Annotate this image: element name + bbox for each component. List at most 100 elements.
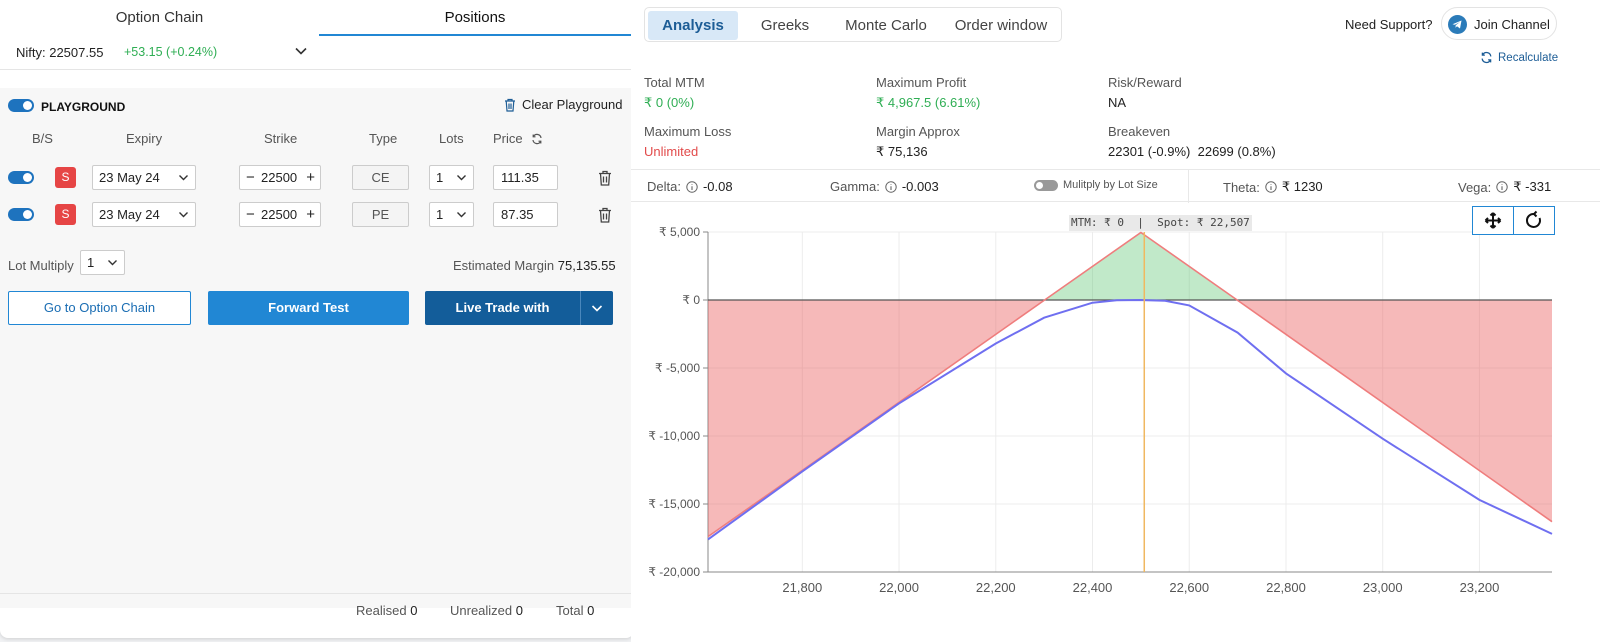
lot-multiply-value: 1 (87, 255, 95, 270)
max-loss-label: Maximum Loss (644, 124, 732, 139)
lots-select[interactable]: 1 (429, 202, 474, 227)
x-tick-label: 22,600 (1169, 580, 1209, 595)
price-value: 111.35 (501, 170, 539, 185)
y-tick-label: ₹ -20,000 (648, 565, 700, 579)
option-type: PE (352, 202, 409, 227)
gamma-stat: Gamma: -0.003 (830, 179, 939, 194)
realised-label: Realised (356, 603, 407, 618)
analysis-panel: Analysis Greeks Monte Carlo Order window… (631, 0, 1600, 642)
tab-option-chain[interactable]: Option Chain (115, 9, 204, 26)
recalculate-label: Recalculate (1498, 51, 1559, 64)
telegram-icon (1448, 15, 1467, 34)
delete-row-icon[interactable] (598, 170, 612, 186)
expiry-value: 23 May 24 (99, 170, 160, 185)
lots-select[interactable]: 1 (429, 165, 474, 190)
loss-area (1237, 300, 1552, 522)
estimated-margin: Estimated Margin 75,135.55 (453, 258, 616, 273)
recalculate-button[interactable]: Recalculate (1480, 51, 1558, 64)
expiry-payoff-line (707, 231, 1553, 538)
chevron-down-icon (179, 175, 188, 181)
strike-decrement[interactable]: − (246, 169, 255, 186)
expiry-select[interactable]: 23 May 24 (92, 202, 196, 227)
support-label: Need Support? (1345, 17, 1433, 32)
refresh-price-icon[interactable] (531, 133, 543, 145)
lots-value: 1 (436, 170, 444, 185)
expiry-select[interactable]: 23 May 24 (92, 165, 196, 190)
reset-zoom-button[interactable] (1513, 206, 1555, 235)
price-input[interactable]: 87.35 (493, 202, 558, 227)
strike-stepper[interactable]: − 22500 + (239, 202, 321, 227)
info-icon[interactable] (1496, 181, 1508, 193)
chevron-down-icon (457, 175, 466, 181)
chevron-down-icon (591, 305, 603, 312)
sell-badge[interactable]: S (55, 167, 76, 188)
nifty-selector[interactable]: Nifty: 22507.55 +53.15 (+0.24%) (0, 36, 634, 70)
multiply-lot-toggle[interactable]: Mulitply by Lot Size (1034, 179, 1158, 191)
chevron-down-icon (457, 212, 466, 218)
tab-greeks[interactable]: Greeks (760, 17, 810, 34)
payoff-chart: 21,800 22,000 22,200 22,400 22,600 22,800 23,0… (631, 202, 1600, 642)
lot-multiply-select[interactable]: 1 (80, 250, 125, 275)
playground-toggle[interactable] (8, 99, 34, 112)
delta-value: -0.08 (702, 179, 733, 194)
greeks-bar: Delta: -0.08 Gamma: -0.003 Mulitply by L… (631, 169, 1600, 203)
trash-icon (505, 98, 515, 112)
info-icon[interactable] (885, 180, 897, 193)
left-tabs: Option Chain Positions (0, 0, 634, 36)
total-label: Total (556, 603, 584, 618)
strike-decrement[interactable]: − (246, 206, 255, 223)
x-tick-label: 21,800 (782, 580, 822, 595)
refresh-icon (1481, 51, 1492, 64)
header-type: Type (369, 131, 398, 146)
strike-value: 22500 (261, 170, 298, 185)
realised-stat: Realised 0 (356, 603, 417, 618)
live-trade-dropdown[interactable] (580, 291, 613, 325)
margin-value: ₹ 75,136 (876, 144, 928, 159)
y-tick-label: ₹ -5,000 (655, 361, 700, 375)
live-trade-button[interactable]: Live Trade with (425, 291, 580, 325)
y-tick-label: ₹ -10,000 (648, 429, 700, 443)
nifty-price: Nifty: 22507.55 (16, 45, 104, 60)
unrealized-stat: Unrealized 0 (450, 603, 523, 618)
clear-playground-button[interactable]: Clear Playground (504, 97, 622, 112)
tab-positions[interactable]: Positions (319, 0, 631, 36)
payoff-chart-svg: 21,800 22,000 22,200 22,400 22,600 22,800 23,0… (648, 225, 1553, 595)
chevron-down-icon (108, 260, 117, 266)
multiply-toggle-switch[interactable] (1034, 179, 1058, 191)
price-input[interactable]: 111.35 (493, 165, 558, 190)
header-bs: B/S (32, 131, 53, 146)
delete-row-icon[interactable] (598, 207, 612, 223)
go-to-option-chain-button[interactable]: Go to Option Chain (8, 291, 191, 325)
chevron-down-icon[interactable] (294, 44, 308, 58)
strike-increment[interactable]: + (306, 206, 315, 223)
info-icon[interactable] (1265, 181, 1277, 193)
total-mtm-value: ₹ 0 (0%) (644, 95, 695, 110)
pnl-footer: Realised 0 Unrealized 0 Total 0 (0, 593, 634, 626)
tab-order-window[interactable]: Order window (954, 17, 1048, 34)
theta-stat: Theta: ₹ 1230 (1223, 179, 1323, 195)
x-tick-label: 22,000 (879, 580, 919, 595)
y-tick-label: ₹ 0 (682, 293, 700, 307)
forward-test-button[interactable]: Forward Test (208, 291, 409, 325)
breakeven-label: Breakeven (1108, 124, 1171, 139)
join-channel-button[interactable]: Join Channel (1441, 7, 1557, 40)
strike-increment[interactable]: + (306, 169, 315, 186)
sell-badge[interactable]: S (55, 204, 76, 225)
strike-stepper[interactable]: − 22500 + (239, 165, 321, 190)
tab-analysis[interactable]: Analysis (648, 11, 738, 40)
vega-value: ₹ -331 (1513, 179, 1552, 194)
gamma-value: -0.003 (901, 179, 939, 194)
delta-label: Delta: (647, 179, 681, 194)
nifty-change: +53.15 (+0.24%) (124, 45, 218, 59)
price-value: 87.35 (501, 207, 534, 222)
x-tick-label: 23,000 (1363, 580, 1403, 595)
pan-button[interactable] (1472, 206, 1514, 235)
delta-stat: Delta: -0.08 (647, 179, 733, 194)
chart-tooltip: MTM: ₹ 0 | Spot: ₹ 22,507 (1069, 215, 1252, 231)
header-lots: Lots (439, 131, 464, 146)
info-icon[interactable] (686, 180, 698, 193)
row-toggle[interactable] (8, 171, 34, 184)
row-toggle[interactable] (8, 208, 34, 221)
tab-monte-carlo[interactable]: Monte Carlo (845, 17, 927, 34)
divider (1188, 170, 1189, 203)
